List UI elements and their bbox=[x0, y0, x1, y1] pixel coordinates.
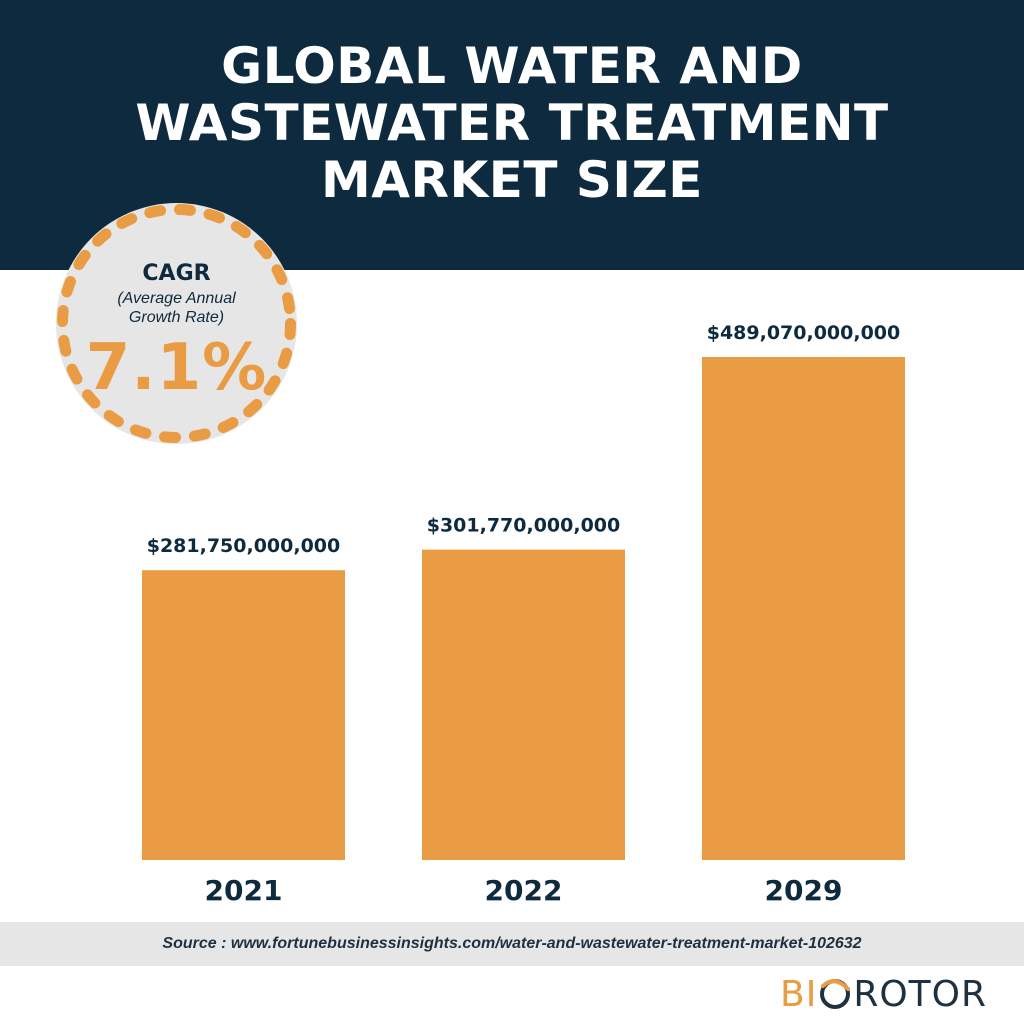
page-title: GLOBAL WATER AND WASTEWATER TREATMENT MA… bbox=[0, 38, 1024, 209]
cagr-subtitle-line-1: (Average Annual bbox=[117, 290, 236, 307]
logo-text-part-2: ROTOR bbox=[853, 973, 988, 1015]
dashed-ring bbox=[57, 204, 296, 443]
cagr-label: CAGR bbox=[142, 261, 211, 286]
title-line-3: MARKET SIZE bbox=[321, 151, 703, 209]
brand-logo: BI ROTOR bbox=[780, 972, 987, 1016]
bar-chart: $281,750,000,000 2021 $301,770,000,000 2022… bbox=[142, 322, 905, 907]
bar-2022 bbox=[422, 549, 625, 860]
source-band: Source : www.fortunebusinessinsights.com… bbox=[0, 922, 1024, 966]
bar-2029 bbox=[702, 357, 905, 860]
cagr-subtitle: (Average Annual Growth Rate) bbox=[76, 289, 277, 327]
x-tick-label-2029: 2029 bbox=[765, 874, 843, 907]
data-label-2022: $301,770,000,000 bbox=[427, 515, 621, 537]
x-tick-label-2021: 2021 bbox=[205, 874, 283, 907]
cagr-subtitle-line-2: Growth Rate) bbox=[128, 309, 225, 326]
x-tick-label-2022: 2022 bbox=[485, 874, 563, 907]
data-label-2021: $281,750,000,000 bbox=[147, 535, 341, 557]
o-ring-logo-icon bbox=[820, 979, 851, 1009]
cagr-value: 7.1% bbox=[85, 331, 268, 405]
bar-2021 bbox=[142, 570, 345, 860]
source-text: Source : www.fortunebusinessinsights.com… bbox=[162, 935, 862, 952]
data-label-2029: $489,070,000,000 bbox=[707, 322, 901, 344]
title-line-2: WASTEWATER TREATMENT bbox=[135, 94, 889, 152]
cagr-badge: CAGR (Average Annual Growth Rate) 7.1% bbox=[56, 203, 297, 444]
logo-text-part-1: BI bbox=[780, 973, 818, 1015]
title-line-1: GLOBAL WATER AND bbox=[221, 37, 803, 95]
